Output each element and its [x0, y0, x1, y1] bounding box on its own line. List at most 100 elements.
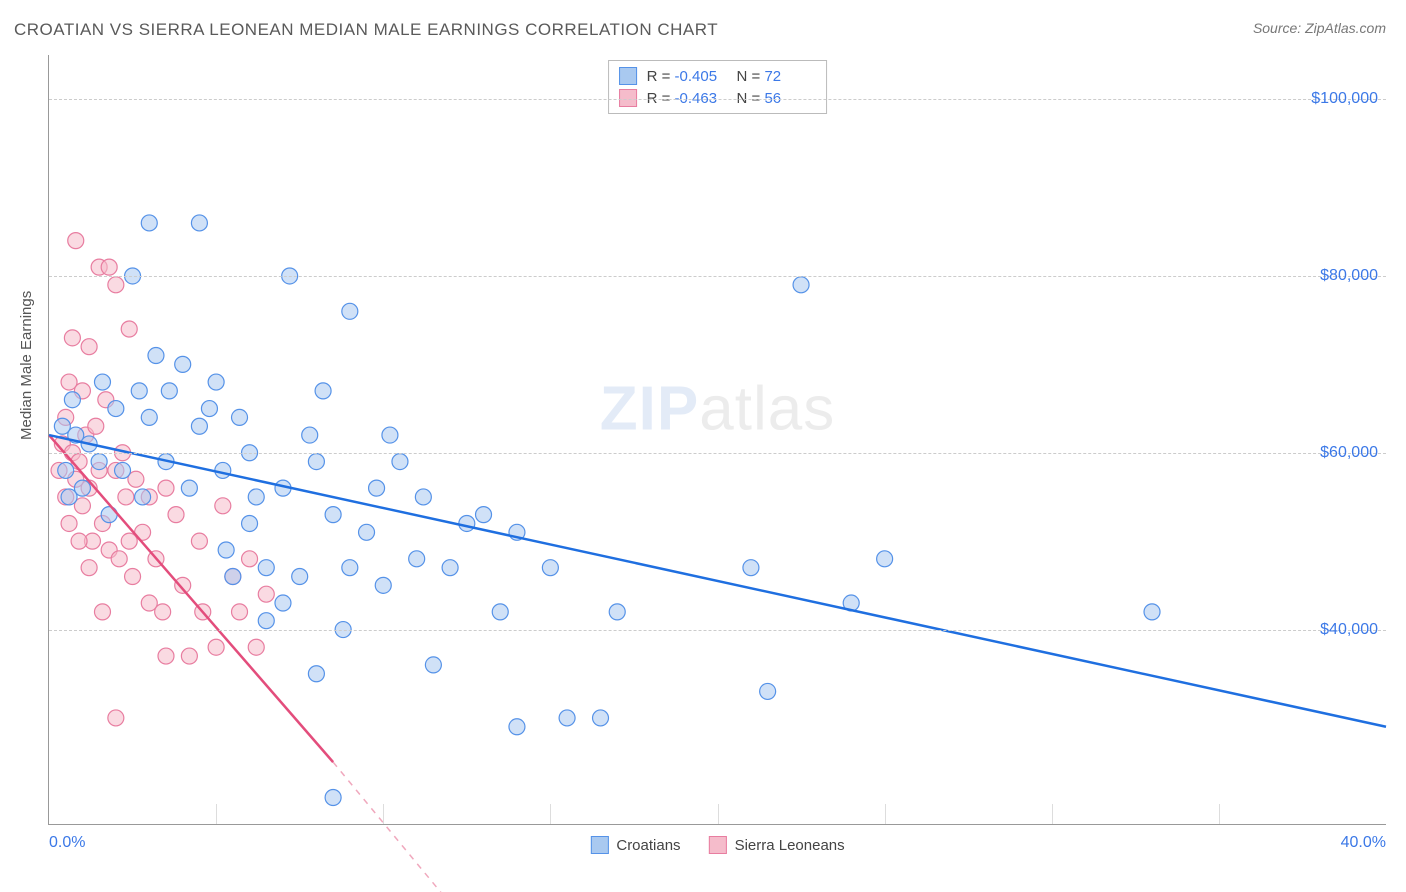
data-point [101, 259, 117, 275]
data-point [542, 560, 558, 576]
data-point [325, 789, 341, 805]
data-point [1144, 604, 1160, 620]
correlation-legend: R = -0.405 N = 72 R = -0.463 N = 56 [608, 60, 828, 114]
data-point [115, 462, 131, 478]
data-point [509, 719, 525, 735]
data-point [208, 639, 224, 655]
data-point [108, 710, 124, 726]
data-point [61, 515, 77, 531]
data-point [242, 515, 258, 531]
data-point [208, 374, 224, 390]
data-point [877, 551, 893, 567]
x-minor-tick [550, 804, 551, 824]
data-point [94, 374, 110, 390]
data-point [258, 560, 274, 576]
swatch-series-b [619, 89, 637, 107]
data-point [225, 569, 241, 585]
series-legend: Croatians Sierra Leoneans [590, 836, 844, 854]
data-point [760, 683, 776, 699]
data-point [308, 666, 324, 682]
gridline-h [49, 453, 1386, 454]
data-point [141, 215, 157, 231]
data-point [158, 648, 174, 664]
x-minor-tick [1052, 804, 1053, 824]
data-point [302, 427, 318, 443]
data-point [111, 551, 127, 567]
data-point [559, 710, 575, 726]
data-point [359, 524, 375, 540]
data-point [108, 277, 124, 293]
data-point [275, 595, 291, 611]
data-point [131, 383, 147, 399]
data-point [609, 604, 625, 620]
x-tick-left: 0.0% [49, 834, 85, 852]
y-tick-label: $40,000 [1320, 621, 1378, 639]
legend-label-b: Sierra Leoneans [735, 837, 845, 854]
data-point [492, 604, 508, 620]
source-label: Source: ZipAtlas.com [1253, 20, 1386, 36]
data-point [793, 277, 809, 293]
data-point [292, 569, 308, 585]
data-point [64, 330, 80, 346]
data-point [141, 409, 157, 425]
y-tick-label: $60,000 [1320, 444, 1378, 462]
trend-line [333, 762, 450, 892]
data-point [158, 480, 174, 496]
data-point [315, 383, 331, 399]
data-point [181, 480, 197, 496]
x-minor-tick [718, 804, 719, 824]
data-point [375, 577, 391, 593]
y-axis-title: Median Male Earnings [18, 291, 35, 440]
data-point [71, 533, 87, 549]
x-minor-tick [1219, 804, 1220, 824]
data-point [58, 462, 74, 478]
data-point [409, 551, 425, 567]
data-point [94, 604, 110, 620]
data-point [88, 418, 104, 434]
data-point [392, 454, 408, 470]
data-point [215, 462, 231, 478]
x-tick-right: 40.0% [1341, 834, 1386, 852]
data-point [476, 507, 492, 523]
data-point [425, 657, 441, 673]
data-point [232, 604, 248, 620]
chart-title: CROATIAN VS SIERRA LEONEAN MEDIAN MALE E… [14, 20, 718, 40]
data-point [68, 233, 84, 249]
data-point [325, 507, 341, 523]
data-point [342, 560, 358, 576]
data-point [91, 454, 107, 470]
data-point [258, 586, 274, 602]
x-minor-tick [383, 804, 384, 824]
data-point [442, 560, 458, 576]
y-tick-label: $80,000 [1320, 267, 1378, 285]
data-point [248, 489, 264, 505]
data-point [108, 401, 124, 417]
data-point [168, 507, 184, 523]
data-point [415, 489, 431, 505]
data-point [308, 454, 324, 470]
swatch-series-a [619, 67, 637, 85]
data-point [201, 401, 217, 417]
data-point [81, 560, 97, 576]
gridline-h [49, 276, 1386, 277]
data-point [161, 383, 177, 399]
data-point [175, 356, 191, 372]
data-point [181, 648, 197, 664]
data-point [175, 577, 191, 593]
data-point [215, 498, 231, 514]
data-point [743, 560, 759, 576]
swatch-croatians [590, 836, 608, 854]
data-point [232, 409, 248, 425]
data-point [248, 639, 264, 655]
data-point [155, 604, 171, 620]
data-point [118, 489, 134, 505]
y-tick-label: $100,000 [1311, 90, 1378, 108]
data-point [135, 489, 151, 505]
data-point [191, 215, 207, 231]
data-point [382, 427, 398, 443]
data-point [125, 569, 141, 585]
data-point [369, 480, 385, 496]
chart-area: ZIPatlas R = -0.405 N = 72 R = -0.463 N … [48, 55, 1386, 825]
data-point [218, 542, 234, 558]
data-point [81, 339, 97, 355]
